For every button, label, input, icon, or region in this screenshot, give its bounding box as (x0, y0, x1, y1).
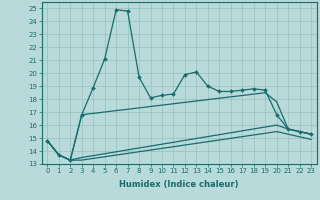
X-axis label: Humidex (Indice chaleur): Humidex (Indice chaleur) (119, 180, 239, 189)
